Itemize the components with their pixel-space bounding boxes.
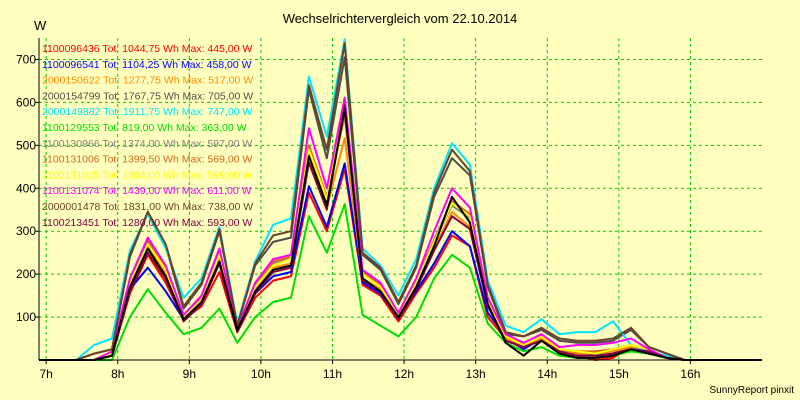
legend-entry-2000154799: 2000154799 Tot: 1767,75 Wh Max: 705,00 W	[42, 90, 253, 102]
x-tick-label: 9h	[183, 367, 196, 381]
series-line-unlabeled	[39, 107, 762, 361]
y-tick-label: 500	[16, 138, 36, 152]
footer-credit: SunnyReport pinxit	[710, 385, 795, 396]
legend-entry-1100096436: 1100096436 Tot: 1044,75 Wh Max: 445,00 W	[42, 43, 252, 55]
legend-entry-1100131025: 1100131025 Tot: 1384,00 Wh Max: 599,00 W	[42, 169, 252, 181]
x-tick-label: 10h	[251, 367, 271, 381]
legend-entry-1100213451: 1100213451 Tot: 1280,00 Wh Max: 593,00 W	[42, 217, 252, 229]
y-tick-label: 200	[16, 267, 36, 281]
chart-title: Wechselrichtervergleich vom 22.10.2014	[283, 11, 518, 26]
y-tick-label: 600	[16, 95, 36, 109]
legend-entry-1100096541: 1100096541 Tot: 1104,25 Wh Max: 458,00 W	[42, 59, 252, 71]
series-line-2000001478	[39, 42, 762, 361]
y-tick-label: 300	[16, 224, 36, 238]
y-tick-label: 700	[16, 52, 36, 66]
legend-entry-2000149882: 2000149882 Tot: 1911,75 Wh Max: 747,00 W	[42, 106, 252, 118]
y-tick-label: 100	[16, 310, 36, 324]
axes: 7h 8h 9h 10h 11h 12h 13h 14h 15h 16h 100 200 300 400 5…	[16, 38, 762, 381]
x-tick-label: 15h	[609, 367, 629, 381]
x-tick-label: 11h	[323, 367, 342, 381]
series-line-1100131025	[39, 101, 762, 361]
x-tick-label: 12h	[394, 367, 414, 381]
legend-entry-1100131074: 1100131074 Tot: 1439,00 Wh Max: 611,00 W	[42, 185, 252, 197]
plot-area	[39, 38, 762, 360]
x-tick-label: 14h	[537, 367, 557, 381]
series-lines	[39, 38, 762, 361]
y-axis-unit-label: W	[34, 18, 47, 33]
y-tick-label: 400	[16, 181, 36, 195]
legend-entry-2000150622: 2000150622 Tot: 1277,75 Wh Max: 517,00 W	[42, 75, 253, 87]
x-tick-label: 13h	[466, 367, 486, 381]
legend-entry-1100131006: 1100131006 Tot: 1399,50 Wh Max: 569,00 W	[42, 154, 252, 166]
x-tick-label: 8h	[111, 367, 124, 381]
legend-entry-2000001478: 2000001478 Tot: 1831,00 Wh Max: 738,00 W	[42, 201, 253, 213]
legend-entry-1100129553: 1100129553 Tot: 819,00 Wh Max: 363,00 W	[42, 122, 247, 134]
x-tick-label: 7h	[39, 367, 52, 381]
legend: 1100096436 Tot: 1044,75 Wh Max: 445,00 W…	[42, 43, 253, 229]
legend-entry-1100130966: 1100130966 Tot: 1374,00 Wh Max: 597,00 W	[42, 138, 252, 150]
x-tick-label: 16h	[680, 367, 700, 381]
series-line-1100131074	[39, 96, 762, 361]
series-line-1100129553	[39, 203, 762, 361]
